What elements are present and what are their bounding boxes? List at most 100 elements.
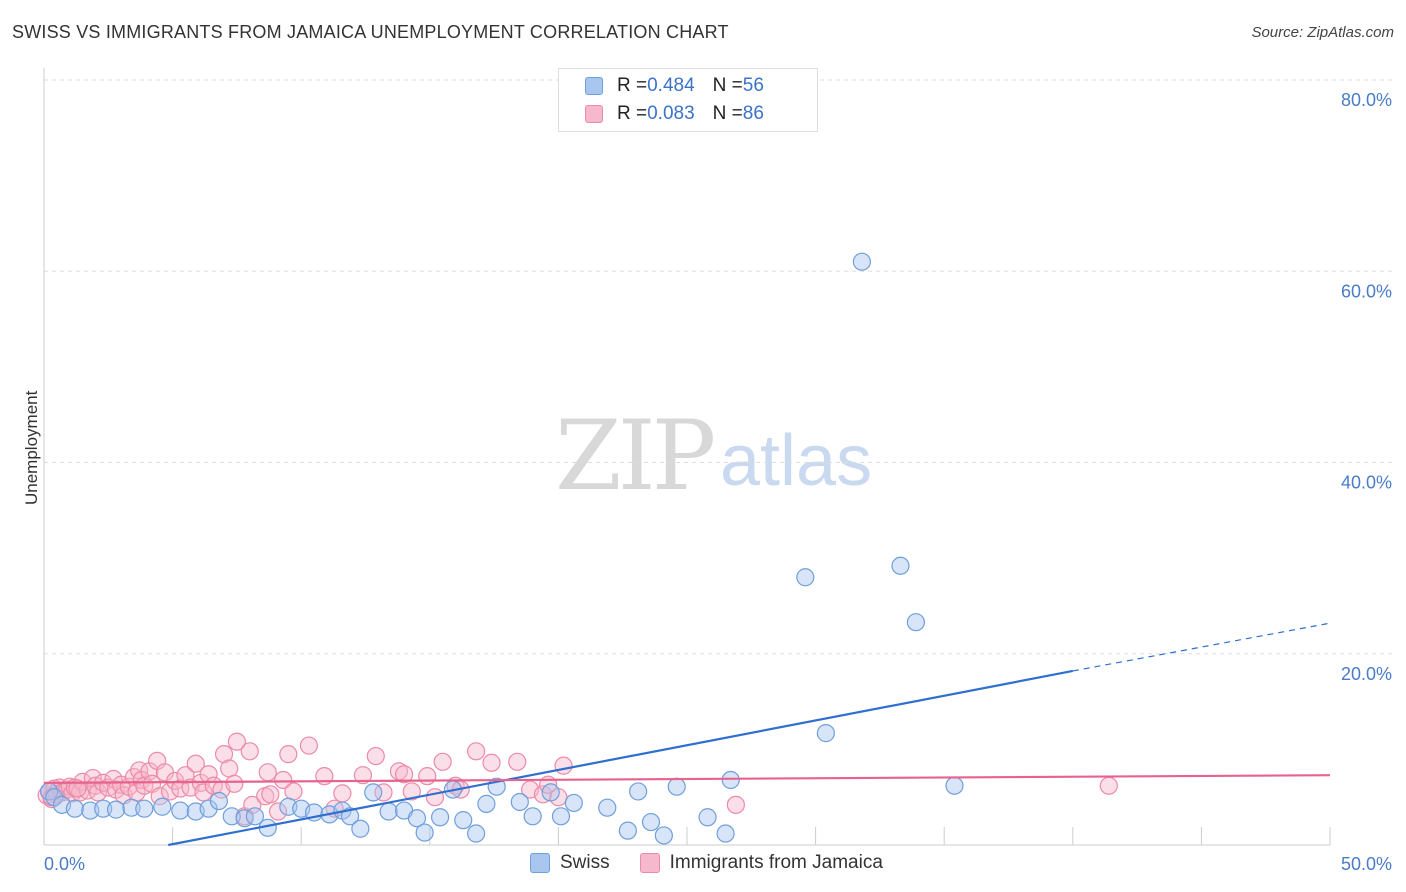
swiss-n-label: N =: [712, 75, 743, 96]
jamaica-r-value: 0.083: [647, 103, 695, 124]
swiss-point: [245, 807, 265, 826]
jamaica-point: [299, 736, 319, 755]
swiss-legend-icon: [530, 853, 550, 873]
jamaica-point: [68, 779, 87, 798]
y-tick-label: 40.0%: [1341, 473, 1392, 493]
jamaica-point: [726, 795, 745, 814]
swiss-point: [641, 812, 661, 832]
swiss-point: [466, 824, 486, 843]
trend-lines: [43, 622, 1331, 847]
jamaica-point: [227, 732, 246, 751]
swiss-point: [430, 808, 450, 827]
jamaica-point: [194, 783, 213, 802]
swiss-point: [209, 791, 228, 811]
swiss-point: [135, 799, 154, 818]
swiss-point: [340, 807, 360, 826]
swiss-point: [407, 809, 427, 828]
x-tick-label: 50.0%: [1341, 854, 1392, 874]
bottom-legend: Swiss Immigrants from Jamaica: [530, 852, 883, 874]
y-tick-label: 60.0%: [1341, 281, 1392, 301]
chart-title: SWISS VS IMMIGRANTS FROM JAMAICA UNEMPLO…: [12, 22, 729, 42]
jamaica-point: [1099, 776, 1118, 795]
legend-box: R = 0.484 N = 56 R = 0.083 N = 86: [558, 68, 818, 132]
swiss-point: [816, 724, 835, 743]
swiss-point: [598, 798, 617, 817]
swiss-point: [618, 821, 637, 840]
jamaica-r-label: R =: [617, 103, 648, 124]
swiss-point: [153, 797, 172, 816]
jamaica-legend-label: Immigrants from Jamaica: [669, 852, 883, 873]
swiss-r-label: R =: [617, 75, 648, 96]
swiss-point: [654, 826, 673, 845]
swiss-point: [629, 782, 648, 801]
swiss-point: [351, 819, 370, 838]
swiss-point: [564, 793, 583, 813]
jamaica-point: [240, 742, 259, 761]
jamaica-point: [268, 802, 288, 821]
jamaica-point: [214, 745, 234, 764]
legend-row-jamaica: R = 0.083 N = 86: [585, 101, 764, 127]
source-label: Source: ZipAtlas.com: [1251, 24, 1394, 41]
swiss-point: [415, 823, 434, 842]
jamaica-n-label: N =: [712, 103, 743, 124]
jamaica-point: [88, 783, 108, 802]
jamaica-point: [186, 754, 205, 773]
swiss-point: [906, 613, 926, 632]
jamaica-point: [243, 795, 262, 814]
swiss-point: [667, 777, 686, 796]
swiss-point: [122, 798, 141, 817]
swiss-point: [454, 811, 473, 830]
jamaica-point: [554, 756, 573, 775]
jamaica-point: [425, 788, 445, 807]
swiss-point: [551, 807, 571, 826]
legend-row-swiss: R = 0.484 N = 56: [585, 73, 764, 99]
swiss-point: [171, 801, 190, 820]
swiss-swatch-icon: [585, 77, 603, 95]
jamaica-point: [374, 783, 393, 802]
jamaica-point: [394, 765, 414, 784]
jamaica-point: [261, 785, 280, 804]
jamaica-point: [508, 752, 527, 771]
grid-lines: [44, 79, 1392, 655]
watermark-zip: ZIP: [555, 400, 716, 512]
jamaica-swatch-icon: [585, 105, 603, 123]
swiss-point: [94, 799, 113, 818]
jamaica-point: [482, 753, 501, 772]
jamaica-point: [284, 782, 303, 801]
swiss-point: [721, 770, 740, 790]
swiss-trend-extension: [1072, 622, 1331, 672]
swiss-n-value: 56: [742, 75, 764, 96]
y-tick-label: 20.0%: [1341, 664, 1392, 684]
swiss-point: [541, 783, 560, 802]
swiss-point: [891, 556, 910, 575]
swiss-point: [523, 807, 542, 826]
swiss-point: [199, 799, 218, 818]
jamaica-point: [150, 787, 169, 806]
jamaica-point: [402, 782, 421, 801]
swiss-point: [364, 783, 383, 802]
jamaica-point: [353, 766, 373, 785]
watermark-atlas: atlas: [720, 421, 873, 501]
swiss-legend-label: Swiss: [560, 852, 610, 873]
y-tick-label: 80.0%: [1341, 90, 1392, 110]
swiss-r-value: 0.484: [647, 75, 695, 96]
jamaica-legend-icon: [639, 853, 660, 873]
swiss-point: [852, 252, 871, 271]
swiss-point: [796, 568, 815, 587]
jamaica-point: [418, 767, 437, 786]
jamaica-point: [279, 745, 298, 764]
jamaica-point: [258, 763, 277, 782]
swiss-point: [65, 799, 84, 818]
swiss-point: [716, 824, 735, 843]
jamaica-point: [225, 774, 244, 793]
swiss-point: [945, 776, 964, 795]
swiss-points: [40, 252, 964, 845]
tick-labels: 20.0% 40.0% 60.0% 80.0% 0.0% 50.0%: [44, 90, 1392, 874]
swiss-point: [477, 794, 496, 813]
jamaica-point: [220, 759, 239, 778]
jamaica-point: [366, 746, 385, 766]
swiss-point: [106, 800, 126, 819]
swiss-point: [379, 802, 398, 821]
jamaica-trend-line: [43, 774, 1331, 784]
